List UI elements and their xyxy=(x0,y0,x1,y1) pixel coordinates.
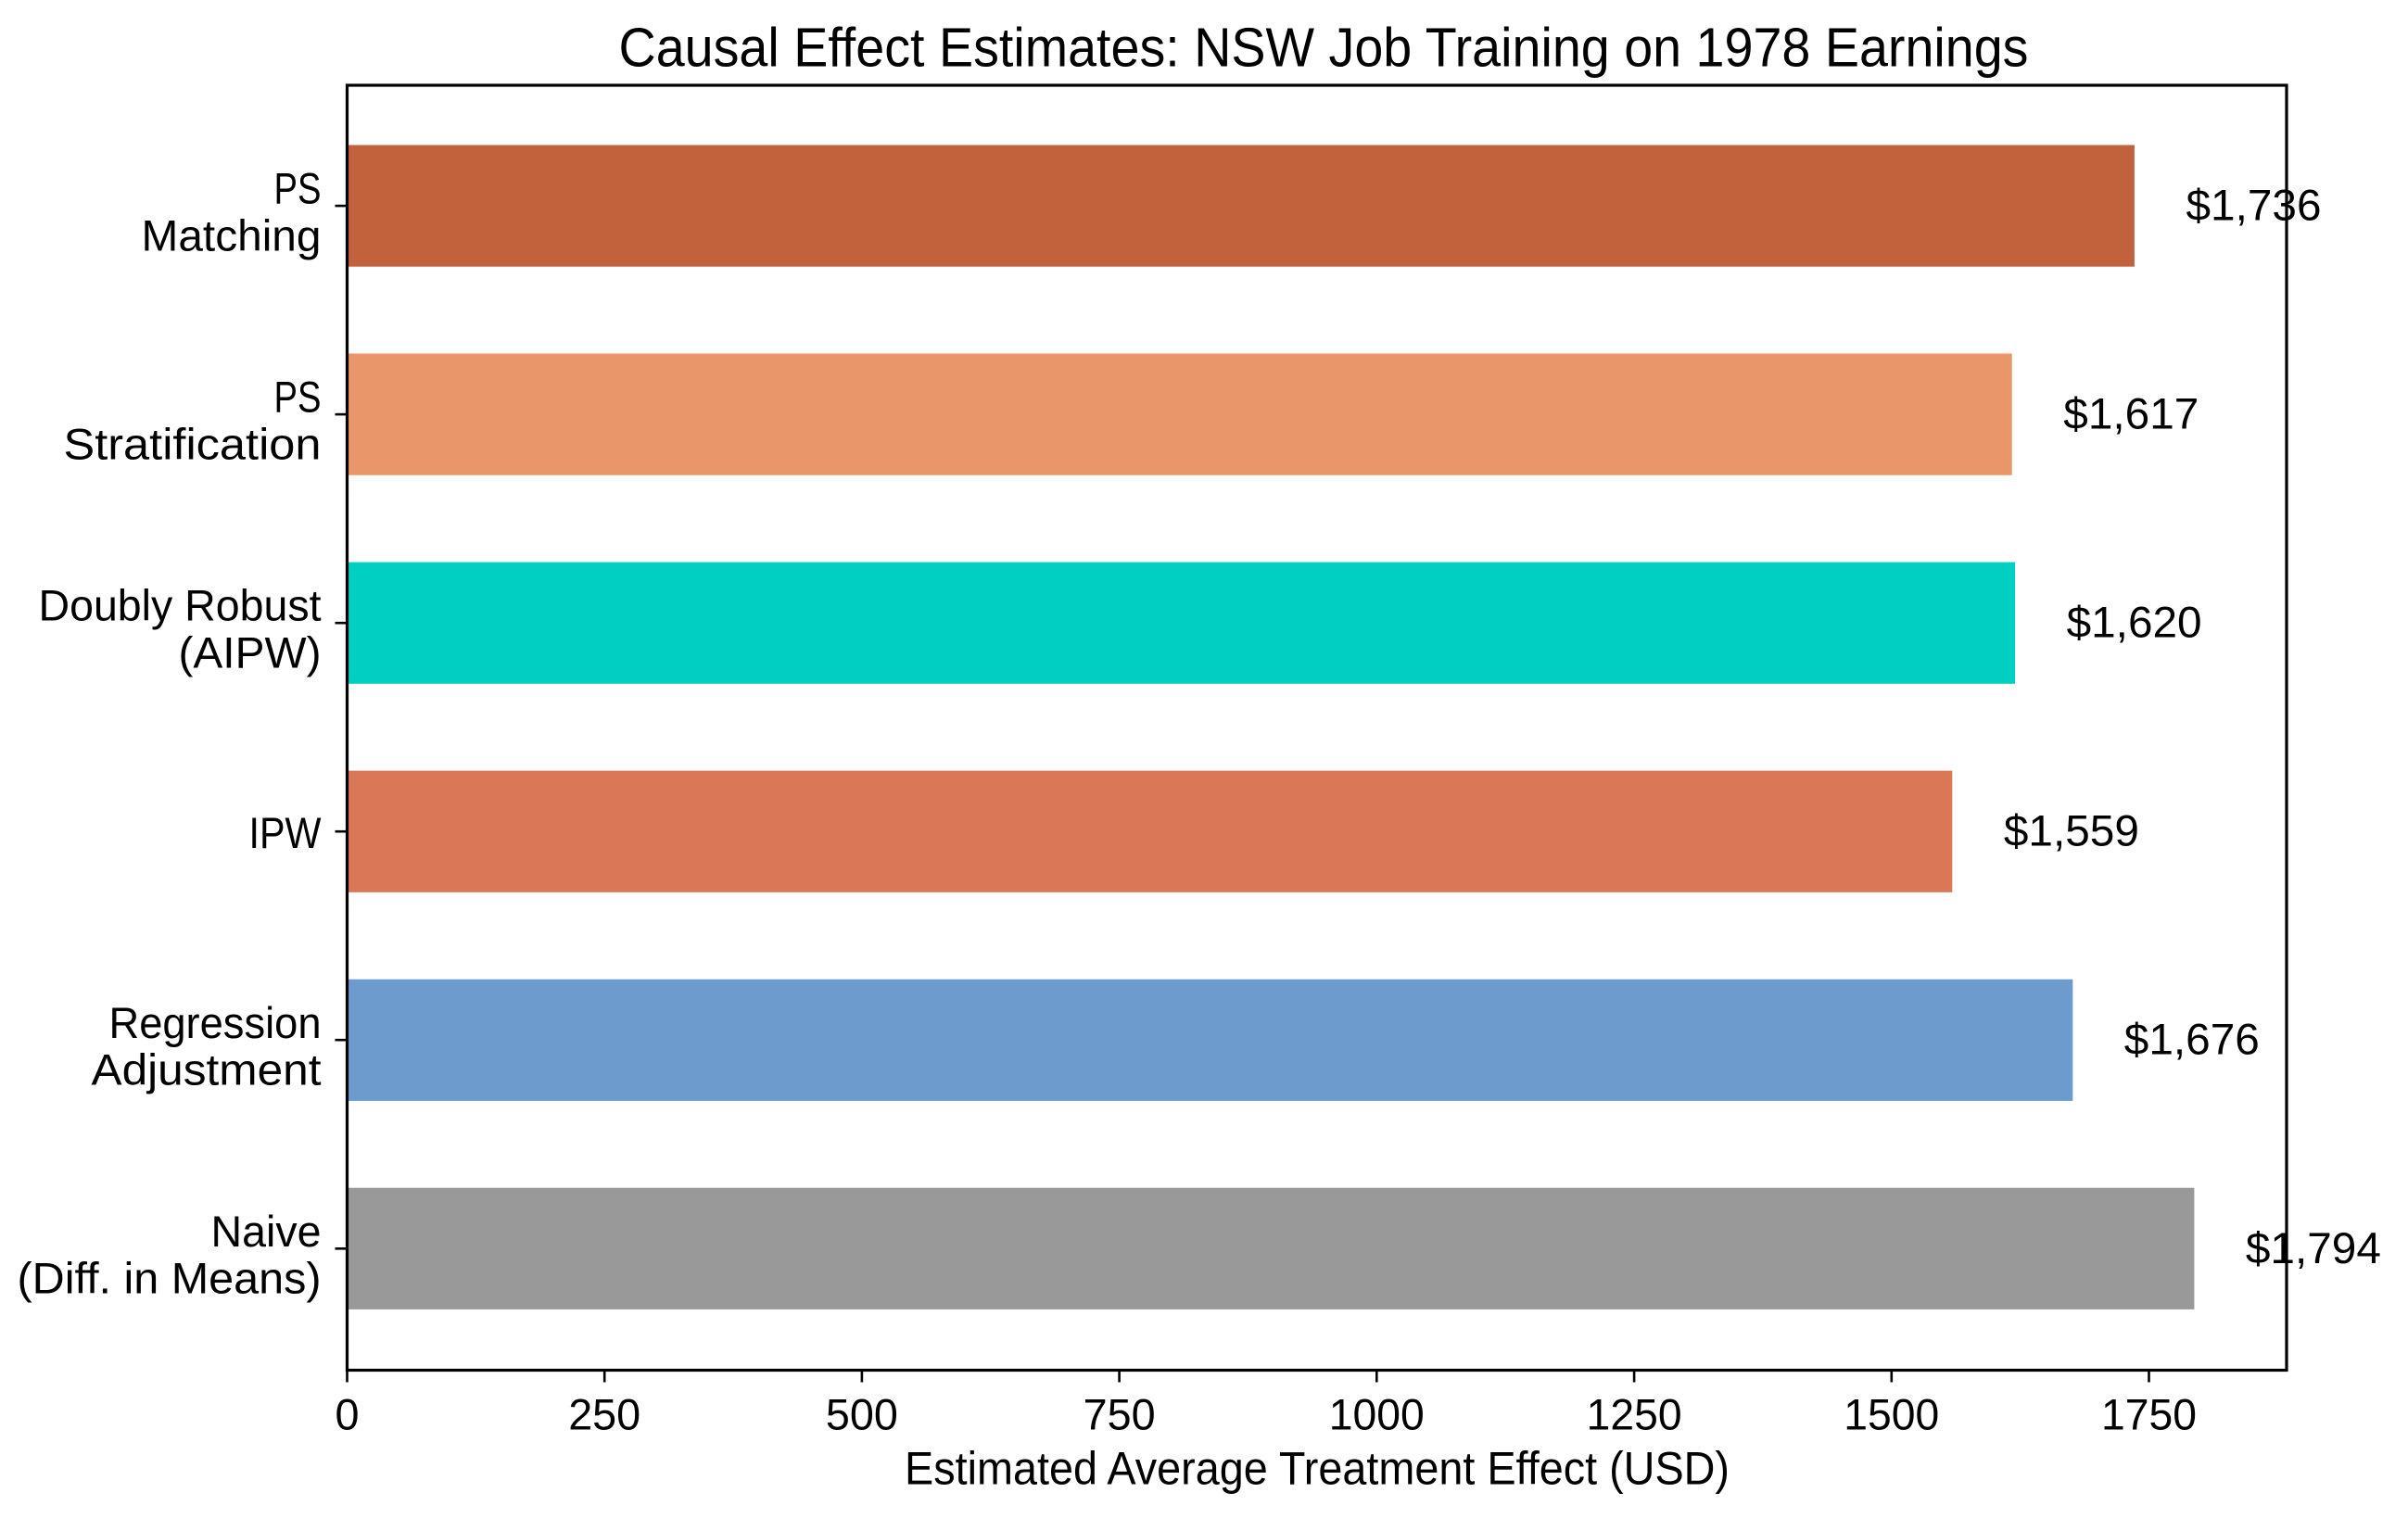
svg-text:$1,620: $1,620 xyxy=(2067,598,2202,647)
svg-text:Naive: Naive xyxy=(211,1207,322,1256)
svg-text:750: 750 xyxy=(1084,1390,1156,1439)
svg-text:$1,559: $1,559 xyxy=(2004,806,2139,855)
svg-text:Regression: Regression xyxy=(109,998,322,1047)
svg-text:PS: PS xyxy=(274,373,322,422)
svg-text:1750: 1750 xyxy=(2101,1390,2197,1439)
svg-text:500: 500 xyxy=(826,1390,898,1439)
svg-text:(Diff. in Means): (Diff. in Means) xyxy=(18,1254,322,1303)
svg-text:$1,617: $1,617 xyxy=(2063,389,2199,438)
svg-text:$1,736: $1,736 xyxy=(2186,181,2322,230)
svg-text:Stratification: Stratification xyxy=(64,419,322,468)
svg-text:Estimated Average Treatment Ef: Estimated Average Treatment Effect (USD) xyxy=(905,1443,1730,1495)
svg-text:$1,794: $1,794 xyxy=(2246,1223,2381,1272)
svg-text:1250: 1250 xyxy=(1587,1390,1682,1439)
svg-text:1500: 1500 xyxy=(1844,1390,1939,1439)
svg-text:0: 0 xyxy=(336,1390,360,1439)
svg-text:(AIPW): (AIPW) xyxy=(179,628,322,677)
svg-text:$1,676: $1,676 xyxy=(2124,1015,2260,1064)
svg-text:Causal Effect Estimates: NSW J: Causal Effect Estimates: NSW Job Trainin… xyxy=(619,18,2029,79)
svg-text:250: 250 xyxy=(568,1390,640,1439)
svg-text:Doubly Robust: Doubly Robust xyxy=(39,581,322,630)
svg-text:PS: PS xyxy=(274,164,322,213)
svg-text:Adjustment: Adjustment xyxy=(92,1045,322,1094)
svg-text:1000: 1000 xyxy=(1329,1390,1425,1439)
svg-text:Matching: Matching xyxy=(142,210,322,259)
svg-text:IPW: IPW xyxy=(249,808,323,857)
